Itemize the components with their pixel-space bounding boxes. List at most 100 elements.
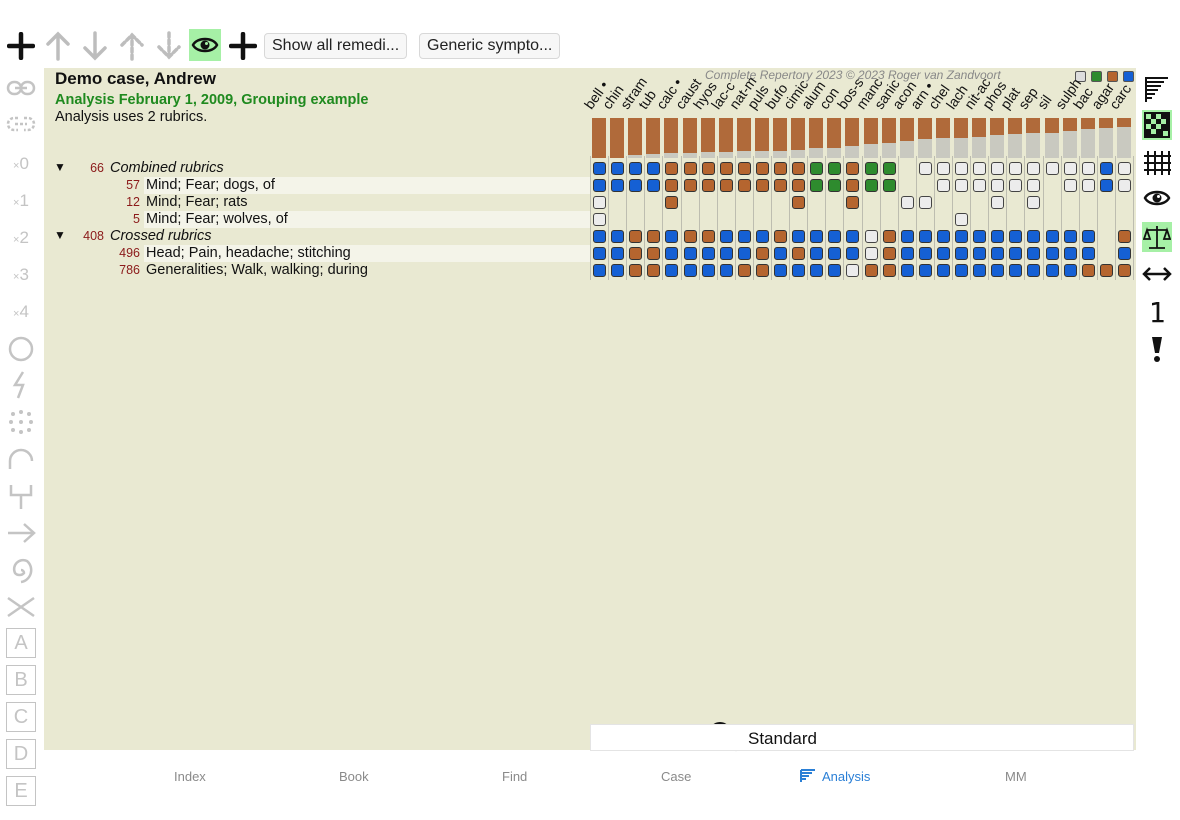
filter-d-button[interactable]: D — [6, 739, 36, 769]
remedy-score-bar[interactable] — [682, 118, 697, 153]
fork-icon[interactable] — [5, 480, 37, 512]
move-up-icon[interactable] — [43, 31, 73, 61]
remedy-grade-cell[interactable] — [1045, 264, 1059, 277]
remedy-grade-cell[interactable] — [973, 247, 987, 260]
remedy-grade-cell[interactable] — [864, 247, 878, 260]
generic-symptoms-button[interactable]: Generic sympto... — [419, 33, 561, 59]
remedy-grade-cell[interactable] — [683, 230, 697, 243]
remedy-grade-cell[interactable] — [647, 162, 661, 175]
remedy-grade-cell[interactable] — [882, 179, 896, 192]
remedy-grade-cell[interactable] — [1117, 162, 1131, 175]
remedy-grade-cell[interactable] — [665, 162, 679, 175]
show-all-remedies-button[interactable]: Show all remedi... — [264, 33, 408, 59]
remedy-grade-cell[interactable] — [846, 162, 860, 175]
remedy-grade-cell[interactable] — [936, 264, 950, 277]
remedy-score-bar[interactable] — [736, 118, 751, 151]
search-input[interactable] — [590, 724, 1134, 751]
remedy-grade-cell[interactable] — [936, 179, 950, 192]
remedy-grade-cell[interactable] — [629, 162, 643, 175]
remedy-grade-cell[interactable] — [774, 264, 787, 277]
remedy-grade-cell[interactable] — [1009, 247, 1023, 260]
expand-width-icon[interactable] — [1142, 259, 1172, 289]
remedy-grade-cell[interactable] — [774, 247, 787, 260]
remedy-grade-cell[interactable] — [774, 230, 787, 243]
remedy-grade-cell[interactable] — [991, 230, 1005, 243]
remedy-grade-cell[interactable] — [611, 162, 625, 175]
remedy-grade-cell[interactable] — [1045, 230, 1059, 243]
remedy-grade-cell[interactable] — [810, 264, 824, 277]
remedy-grade-cell[interactable] — [1099, 179, 1113, 192]
remedy-grade-cell[interactable] — [1009, 230, 1023, 243]
weight-1-button[interactable]: ×1 — [5, 185, 37, 217]
remedy-grade-cell[interactable] — [864, 179, 878, 192]
remedy-grade-cell[interactable] — [629, 264, 643, 277]
grid-pattern-icon[interactable] — [1142, 110, 1172, 140]
legend-swatch-grey[interactable] — [1075, 71, 1086, 82]
cross-icon[interactable] — [5, 591, 37, 623]
remedy-grade-cell[interactable] — [828, 230, 842, 243]
remedy-grade-cell[interactable] — [955, 179, 968, 192]
remedy-grade-cell[interactable] — [1063, 179, 1077, 192]
remedy-score-bar[interactable] — [1008, 118, 1023, 134]
remedy-score-bar[interactable] — [972, 118, 987, 137]
remedy-grade-cell[interactable] — [1117, 264, 1131, 277]
remedy-grade-cell[interactable] — [611, 247, 625, 260]
arrow-right-icon[interactable] — [5, 517, 37, 549]
remedy-score-bar[interactable] — [935, 118, 950, 138]
remedy-grade-cell[interactable] — [918, 196, 932, 209]
filter-a-button[interactable]: A — [6, 628, 36, 658]
remedy-grade-cell[interactable] — [737, 247, 751, 260]
remedy-grade-cell[interactable] — [719, 264, 733, 277]
remedy-grade-cell[interactable] — [611, 179, 625, 192]
tab-analysis[interactable]: Analysis — [800, 769, 870, 786]
remedy-grade-cell[interactable] — [1009, 162, 1023, 175]
remedy-grade-cell[interactable] — [900, 264, 914, 277]
remedy-grade-cell[interactable] — [737, 179, 751, 192]
remedy-grade-cell[interactable] — [955, 162, 968, 175]
remedy-score-bar[interactable] — [610, 118, 625, 158]
remedy-grade-cell[interactable] — [1009, 264, 1023, 277]
filter-c-button[interactable]: C — [6, 702, 36, 732]
remedy-grade-cell[interactable] — [955, 230, 968, 243]
remedy-grade-cell[interactable] — [955, 264, 968, 277]
remedy-grade-cell[interactable] — [864, 162, 878, 175]
remedy-grade-cell[interactable] — [828, 162, 842, 175]
remedy-grade-cell[interactable] — [955, 213, 968, 226]
remedy-grade-cell[interactable] — [882, 247, 896, 260]
remedy-grade-cell[interactable] — [973, 179, 987, 192]
arch-icon[interactable] — [5, 443, 37, 475]
remedy-grade-cell[interactable] — [918, 264, 932, 277]
remedy-grade-cell[interactable] — [719, 179, 733, 192]
lightning-icon[interactable] — [5, 369, 37, 401]
remedy-grade-cell[interactable] — [755, 247, 769, 260]
remedy-score-bar[interactable] — [700, 118, 715, 152]
remedy-grade-cell[interactable] — [991, 247, 1005, 260]
filter-b-button[interactable]: B — [6, 665, 36, 695]
remedy-score-bar[interactable] — [773, 118, 787, 151]
remedy-grade-cell[interactable] — [647, 264, 661, 277]
remedy-grade-cell[interactable] — [611, 264, 625, 277]
weight-2-button[interactable]: ×2 — [5, 222, 37, 254]
remedy-grade-cell[interactable] — [647, 247, 661, 260]
remedy-score-bar[interactable] — [1062, 118, 1077, 131]
remedy-grade-cell[interactable] — [1009, 179, 1023, 192]
remedy-grade-cell[interactable] — [701, 247, 715, 260]
remedy-grade-cell[interactable] — [593, 264, 606, 277]
remedy-grade-cell[interactable] — [665, 179, 679, 192]
remedy-grade-cell[interactable] — [1081, 162, 1095, 175]
remedy-grade-cell[interactable] — [683, 247, 697, 260]
circle-icon[interactable] — [5, 333, 37, 365]
balance-scale-icon[interactable] — [1142, 222, 1172, 252]
sort-list-icon[interactable] — [1142, 74, 1172, 104]
expand-toggle-icon[interactable]: ▼ — [54, 228, 66, 242]
remedy-grade-cell[interactable] — [683, 264, 697, 277]
remedy-grade-cell[interactable] — [629, 179, 643, 192]
remedy-score-bar[interactable] — [917, 118, 932, 139]
remedy-grade-cell[interactable] — [792, 162, 806, 175]
remedy-grade-cell[interactable] — [846, 264, 860, 277]
remedy-grade-cell[interactable] — [1063, 162, 1077, 175]
tab-book[interactable]: Book — [339, 769, 369, 784]
unlink-icon[interactable] — [5, 108, 37, 140]
tab-mm[interactable]: MM — [1005, 769, 1027, 784]
eye-icon[interactable] — [189, 29, 221, 61]
